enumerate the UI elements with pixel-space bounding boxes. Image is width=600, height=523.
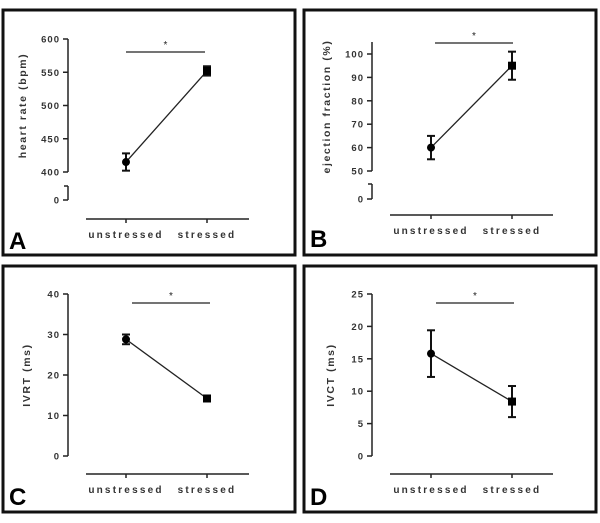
significance-star: *: [472, 31, 476, 42]
series-line: [125, 70, 208, 163]
y-tick-label: 70: [351, 120, 364, 131]
data-point-unstressed: [427, 143, 435, 152]
x-tick-label: stressed: [483, 485, 542, 496]
y-axis-title: IVCT (ms): [325, 343, 337, 406]
data-point-unstressed: [122, 335, 130, 344]
y-tick-label: 600: [41, 35, 60, 46]
x-tick-label: unstressed: [393, 485, 468, 496]
y-tick-label: 0: [358, 195, 364, 206]
panel-frame: [302, 8, 598, 257]
series-line: [125, 338, 208, 400]
x-tick-label: unstressed: [393, 226, 468, 237]
panel-label: A: [9, 228, 26, 255]
data-point-unstressed: [122, 158, 130, 167]
y-tick-label: 550: [41, 68, 60, 79]
significance-star: *: [164, 40, 168, 51]
panel-frame: [1, 264, 297, 514]
panel-b: 0 50 60 70 80 90 100 ejection fraction (%) unstr…: [302, 8, 598, 257]
y-tick-label: 450: [41, 134, 60, 145]
y-tick-label: 60: [351, 143, 364, 154]
y-axis-title: IVRT (ms): [21, 343, 33, 406]
y-tick-label: 90: [351, 73, 364, 84]
y-axis-title: ejection fraction (%): [321, 40, 333, 174]
data-point-stressed: [508, 397, 516, 406]
y-tick-label: 25: [351, 290, 364, 301]
y-tick-label: 0: [358, 452, 364, 463]
x-tick-label: unstressed: [88, 485, 163, 496]
x-tick-label: stressed: [178, 485, 237, 496]
panel-label: D: [310, 484, 327, 511]
y-tick-label: 400: [41, 168, 60, 179]
y-tick-label: 15: [351, 354, 364, 365]
y-tick-label: 40: [47, 290, 60, 301]
significance-star: *: [169, 291, 173, 302]
panel-a: 0 400 450 500 550 600 heart rate (bpm) unstress…: [1, 8, 297, 257]
panel-label: C: [9, 484, 26, 511]
y-tick-label: 20: [351, 322, 364, 333]
data-point-stressed: [203, 66, 211, 75]
x-tick-label: stressed: [178, 230, 237, 241]
y-tick-label: 30: [47, 330, 60, 341]
panel-c: 0 10 20 30 40 IVRT (ms) unstressed stressed * C: [1, 264, 297, 514]
x-tick-label: unstressed: [88, 230, 163, 241]
y-tick-label: 10: [47, 411, 60, 422]
y-tick-label: 100: [345, 50, 364, 61]
data-point-stressed: [508, 61, 516, 70]
y-tick-label: 0: [54, 452, 60, 463]
y-tick-label: 80: [351, 96, 364, 107]
y-tick-label: 0: [54, 196, 60, 207]
y-tick-label: 50: [351, 167, 364, 178]
y-tick-label: 20: [47, 371, 60, 382]
x-tick-label: stressed: [483, 226, 542, 237]
series-line: [430, 65, 513, 149]
panel-d: 0 5 10 15 20 25 IVCT (ms) unstressed stressed * D: [302, 264, 598, 514]
y-tick-label: 500: [41, 101, 60, 112]
panel-frame: [302, 264, 598, 514]
panel-frame: [1, 8, 297, 257]
y-tick-label: 5: [358, 419, 364, 430]
y-tick-label: 10: [351, 387, 364, 398]
data-point-unstressed: [427, 349, 435, 358]
data-point-stressed: [203, 394, 211, 403]
significance-star: *: [473, 291, 477, 302]
panel-label: B: [310, 226, 327, 253]
y-axis-title: heart rate (bpm): [17, 53, 29, 159]
series-line: [430, 353, 513, 403]
